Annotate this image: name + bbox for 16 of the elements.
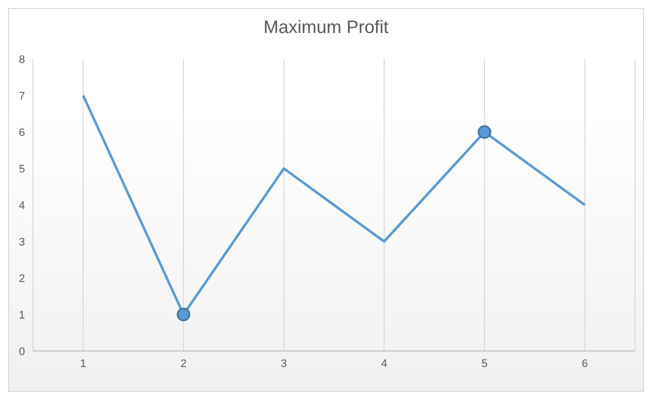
x-tick-label: 6 — [582, 358, 588, 370]
x-tick-label: 5 — [481, 358, 488, 370]
y-tick-label: 7 — [18, 90, 25, 102]
y-tick-label: 5 — [18, 163, 25, 176]
x-tick-label: 1 — [80, 358, 86, 370]
y-tick-label: 3 — [18, 236, 25, 248]
y-tick-label: 6 — [18, 126, 25, 139]
x-tick-label: 3 — [280, 358, 287, 370]
y-tick-label: 1 — [18, 309, 25, 322]
y-tick-label: 2 — [18, 272, 25, 285]
y-tick-label: 0 — [18, 346, 25, 358]
x-tick-label: 4 — [381, 358, 388, 370]
y-tick-label: 8 — [18, 54, 25, 66]
chart-title: Maximum Profit — [262, 17, 390, 38]
x-tick-label: 2 — [180, 358, 187, 370]
y-tick-label: 4 — [18, 200, 25, 212]
